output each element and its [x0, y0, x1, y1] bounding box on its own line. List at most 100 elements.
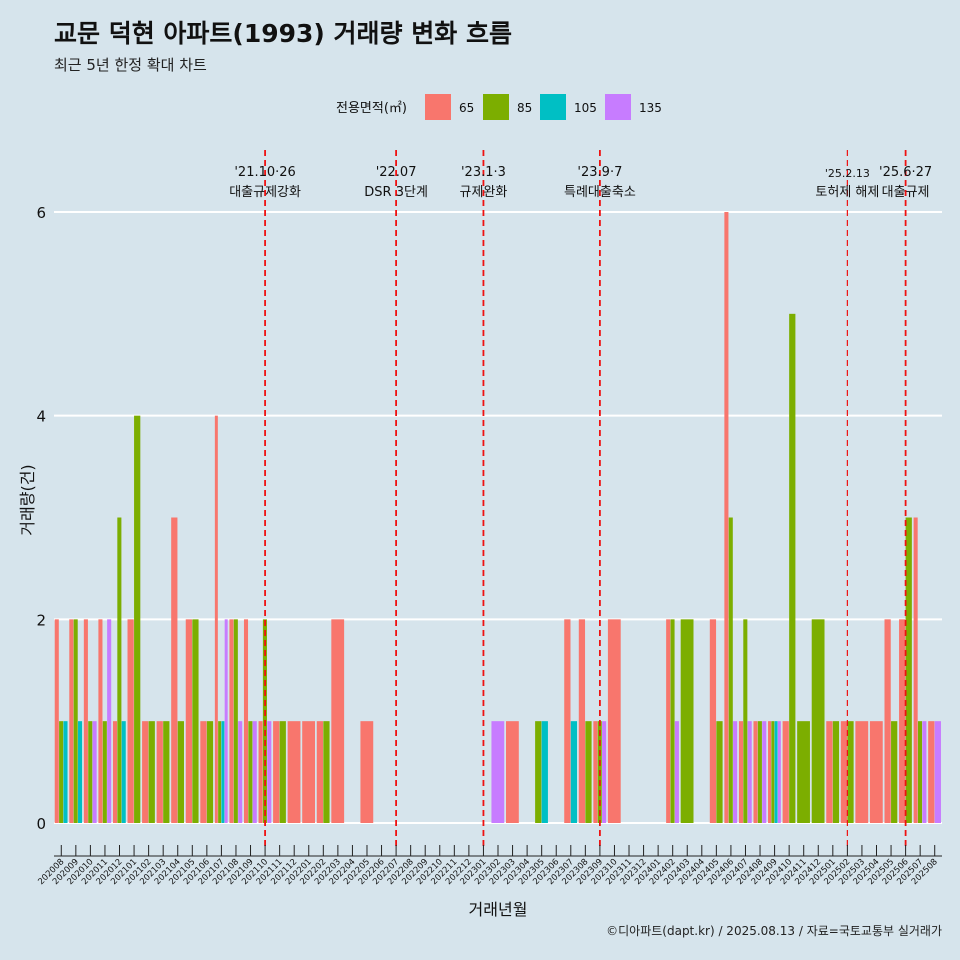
- bar-65-202010: [83, 619, 88, 823]
- bar-65-202410: [782, 721, 789, 823]
- bar-85-202507: [917, 721, 923, 823]
- bar-85-202505: [891, 721, 898, 823]
- bar-85-202402: [670, 619, 675, 823]
- bar-85-202102: [148, 721, 155, 823]
- bar-65-202308: [578, 619, 586, 823]
- bar-105-202409: [774, 721, 778, 823]
- legend-label-85: 85: [517, 101, 532, 115]
- bar-105-202012: [121, 721, 126, 823]
- event-label: 특례대출축소: [564, 185, 636, 200]
- bar-135-202309: [602, 721, 607, 823]
- bar-135-202409: [777, 721, 781, 823]
- event-date: '22.07: [376, 165, 417, 180]
- bar-65-202202: [316, 721, 324, 823]
- bar-85-202502: [847, 721, 854, 823]
- bar-135-202011: [107, 619, 112, 823]
- bar-65-202407: [738, 721, 743, 823]
- bar-135-202406: [733, 721, 738, 823]
- event-label: 토허제 해제: [815, 185, 879, 200]
- bar-85-202411: [797, 721, 810, 823]
- bar-65-202503: [855, 721, 869, 823]
- bar-65-202104: [171, 517, 178, 823]
- bar-65-202109: [243, 619, 249, 823]
- bar-65-202106: [200, 721, 207, 823]
- bar-135-202407: [747, 721, 752, 823]
- bar-85-202008: [59, 721, 64, 823]
- bar-135-202108: [238, 721, 243, 823]
- bar-85-202308: [585, 721, 592, 823]
- bar-65-202203: [331, 619, 345, 823]
- bar-135-202107: [224, 619, 228, 823]
- legend-swatch-105: [540, 94, 566, 120]
- bar-65-202107: [214, 415, 218, 823]
- chart-subtitle: 최근 5년 한정 확대 차트: [54, 56, 207, 74]
- bar-85-202305: [535, 721, 542, 823]
- bar-85-202103: [163, 721, 170, 823]
- bar-85-202410: [789, 313, 796, 823]
- chart-title: 교문 덕현 아파트(1993) 거래량 변화 흐름: [54, 19, 512, 48]
- bar-105-202307: [570, 721, 578, 823]
- bar-65-202402: [666, 619, 671, 823]
- bar-65-202101: [127, 619, 134, 823]
- bar-135-202302: [491, 721, 505, 823]
- bar-85-202109: [248, 721, 253, 823]
- bar-105-202305: [541, 721, 548, 823]
- legend-label-105: 105: [574, 101, 597, 115]
- legend-swatch-135: [605, 94, 631, 120]
- bar-85-202409: [771, 721, 775, 823]
- legend-title: 전용면적(㎡): [336, 101, 407, 116]
- bar-65-202105: [185, 619, 192, 823]
- bar-85-202408: [757, 721, 762, 823]
- legend-label-65: 65: [459, 101, 474, 115]
- bar-65-202110: [258, 721, 263, 823]
- y-tick-label: 0: [36, 815, 46, 833]
- legend-swatch-65: [425, 94, 451, 120]
- event-label: 대출규제: [882, 185, 930, 200]
- bar-85-202506: [905, 517, 912, 823]
- bar-65-202502: [840, 721, 848, 823]
- event-label: 대출규제강화: [229, 185, 301, 200]
- bar-65-202501: [826, 721, 833, 823]
- bar-65-202102: [142, 721, 149, 823]
- y-tick-label: 6: [36, 204, 46, 222]
- bar-135-202109: [252, 721, 257, 823]
- y-axis-title: 거래량(건): [18, 464, 37, 535]
- source-caption: ©디아파트(dapt.kr) / 2025.08.13 / 자료=국토교통부 실…: [606, 924, 942, 938]
- bar-85-202501: [832, 721, 840, 823]
- y-tick-label: 4: [36, 408, 46, 426]
- bar-65-202405: [709, 619, 717, 823]
- bar-65-202111: [273, 721, 280, 823]
- bar-85-202202: [323, 721, 330, 823]
- bar-65-202205: [360, 721, 374, 823]
- bar-85-202412: [811, 619, 825, 823]
- event-label: DSR 3단계: [364, 185, 428, 200]
- bar-135-202508: [934, 721, 941, 823]
- bar-65-202103: [156, 721, 163, 823]
- bar-85-202012: [117, 517, 122, 823]
- event-date: '25.6·27: [879, 165, 932, 180]
- bar-65-202112: [287, 721, 301, 823]
- bar-105-202009: [78, 721, 83, 823]
- bar-85-202105: [192, 619, 199, 823]
- bar-85-202104: [177, 721, 184, 823]
- bar-65-202506: [899, 619, 906, 823]
- bar-105-202107: [221, 721, 225, 823]
- bar-85-202405: [716, 721, 723, 823]
- y-tick-label: 2: [36, 611, 46, 629]
- bar-85-202406: [728, 517, 733, 823]
- bar-65-202307: [564, 619, 571, 823]
- legend-label-135: 135: [639, 101, 662, 115]
- bar-65-202011: [98, 619, 103, 823]
- bar-135-202507: [922, 721, 927, 823]
- bar-65-202505: [884, 619, 891, 823]
- bar-85-202011: [102, 721, 107, 823]
- event-date: '25.2.13: [825, 167, 870, 180]
- bar-85-202107: [218, 721, 222, 823]
- event-label: 규제완화: [460, 185, 508, 200]
- bar-85-202009: [73, 619, 78, 823]
- bar-65-202108: [229, 619, 234, 823]
- bar-65-202310: [607, 619, 621, 823]
- bar-135-202010: [92, 721, 97, 823]
- x-axis-title: 거래년월: [469, 900, 528, 919]
